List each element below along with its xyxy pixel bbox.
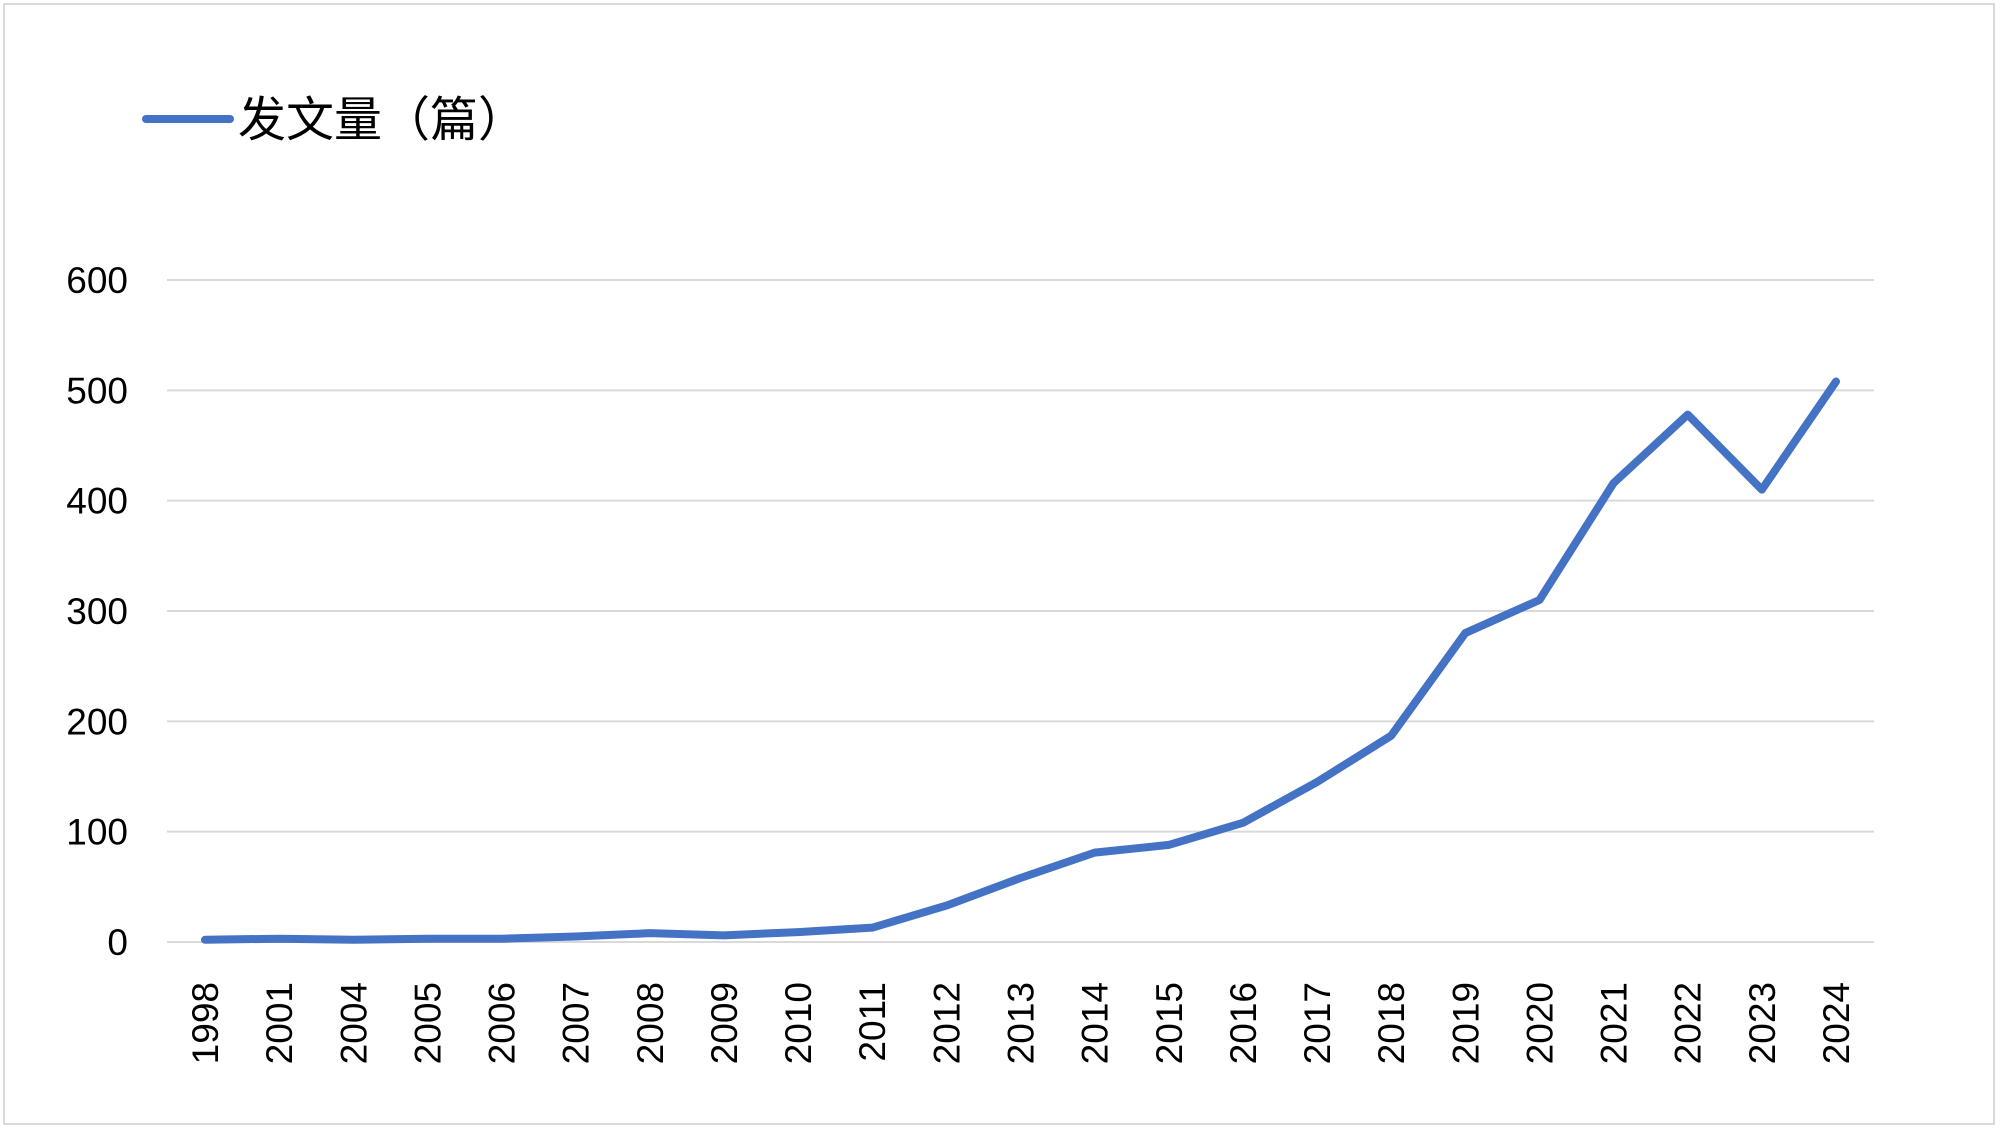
x-tick-label: 2024 [1816, 982, 1857, 1064]
series-line [201, 377, 1840, 944]
legend-label: 发文量（篇） [238, 92, 526, 148]
x-tick-label: 2011 [852, 982, 893, 1062]
x-tick-label: 2005 [407, 982, 448, 1064]
y-tick-label: 400 [66, 481, 128, 522]
chart-frame [3, 3, 1995, 1125]
x-tick-label: 1998 [185, 982, 226, 1064]
x-tick-label: 2009 [704, 982, 745, 1064]
x-tick-label: 2001 [259, 982, 300, 1064]
y-tick-label: 500 [66, 370, 128, 411]
y-tick-label: 200 [66, 701, 128, 742]
x-tick-label: 2022 [1668, 982, 1709, 1064]
y-tick-label: 300 [66, 591, 128, 632]
x-tick-label: 2012 [926, 982, 967, 1064]
x-tick-label: 2023 [1742, 982, 1783, 1064]
x-tick-label: 2015 [1149, 982, 1190, 1064]
y-tick-label: 600 [66, 260, 128, 301]
x-tick-label: 2004 [333, 982, 374, 1064]
x-tick-label: 2016 [1223, 982, 1264, 1064]
x-tick-label: 2021 [1594, 982, 1635, 1064]
x-tick-label: 2017 [1297, 982, 1338, 1064]
x-tick-label: 2019 [1445, 982, 1486, 1064]
y-tick-label: 0 [107, 922, 128, 963]
x-tick-label: 2007 [556, 982, 597, 1064]
x-tick-label: 2014 [1075, 982, 1116, 1064]
y-tick-label: 100 [66, 812, 128, 853]
x-tick-label: 2018 [1371, 982, 1412, 1064]
x-tick-label: 2020 [1519, 982, 1560, 1064]
x-tick-label: 2013 [1001, 982, 1042, 1064]
x-tick-label: 2010 [778, 982, 819, 1064]
x-tick-label: 2006 [482, 982, 523, 1064]
x-tick-label: 2008 [630, 982, 671, 1064]
